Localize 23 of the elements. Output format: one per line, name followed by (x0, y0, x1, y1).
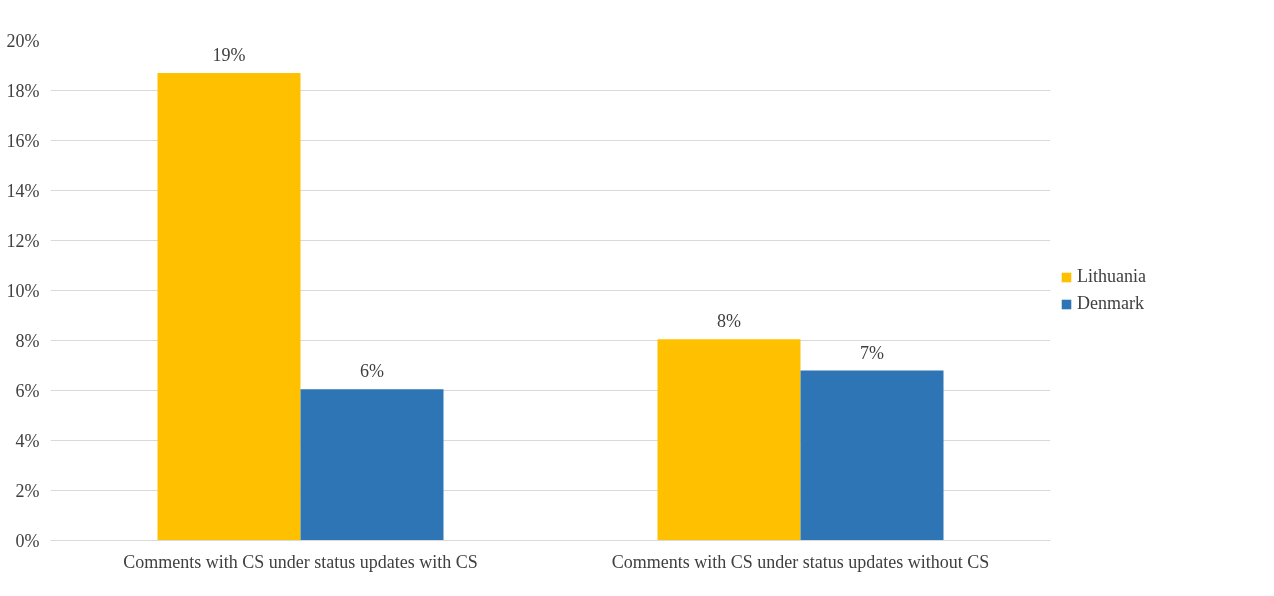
y-tick-label: 10% (6, 280, 40, 301)
y-tick-label: 16% (6, 130, 40, 151)
bar (300, 389, 444, 541)
bar (800, 370, 944, 541)
x-tick-label: Comments with CS under status updates with CS (123, 551, 478, 572)
y-tick-label: 20% (6, 30, 40, 51)
y-tick-label: 18% (6, 80, 40, 101)
y-tick-label: 12% (6, 230, 40, 251)
data-label: 7% (860, 342, 884, 363)
data-label: 19% (212, 45, 246, 65)
data-label: 8% (717, 311, 741, 332)
y-tick-label: 6% (15, 380, 40, 401)
y-tick-label: 4% (15, 430, 40, 451)
x-tick-label: Comments with CS under status updates without CS (611, 551, 990, 572)
y-tick-label: 2% (15, 480, 40, 501)
y-tick-label: 14% (6, 180, 40, 201)
y-tick-label: 0% (15, 530, 40, 551)
legend-label: Denmark (1077, 293, 1144, 314)
data-label: 6% (360, 361, 384, 382)
y-tick-label: 8% (15, 330, 40, 351)
legend-label: Lithuania (1077, 266, 1146, 287)
bar (157, 73, 301, 541)
bar (657, 339, 801, 541)
